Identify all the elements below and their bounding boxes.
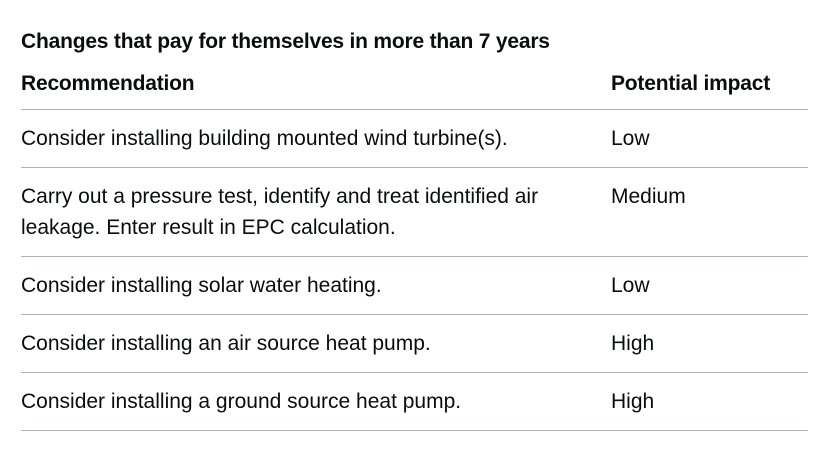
table-caption: Changes that pay for themselves in more …	[21, 30, 550, 53]
recommendation-cell: Consider installing a ground source heat…	[21, 372, 611, 431]
recommendation-cell: Consider installing an air source heat p…	[21, 314, 611, 373]
impact-cell: Low	[611, 256, 808, 315]
recommendations-table: Recommendation Potential impact Consider…	[21, 64, 808, 431]
recommendation-cell: Consider installing building mounted win…	[21, 109, 611, 168]
recommendation-cell: Carry out a pressure test, identify and …	[21, 167, 611, 257]
impact-cell: High	[611, 314, 808, 373]
impact-cell: Low	[611, 109, 808, 168]
table-row: Consider installing a ground source heat…	[21, 372, 808, 431]
table-row: Carry out a pressure test, identify and …	[21, 167, 808, 257]
table-header-row: Recommendation Potential impact	[21, 64, 808, 110]
impact-cell: Medium	[611, 167, 808, 257]
recommendation-cell: Consider installing solar water heating.	[21, 256, 611, 315]
table-row: Consider installing building mounted win…	[21, 109, 808, 168]
column-header-potential-impact: Potential impact	[611, 64, 808, 110]
table-row: Consider installing an air source heat p…	[21, 314, 808, 373]
impact-cell: High	[611, 372, 808, 431]
table-row: Consider installing solar water heating.…	[21, 256, 808, 315]
column-header-recommendation: Recommendation	[21, 64, 611, 110]
